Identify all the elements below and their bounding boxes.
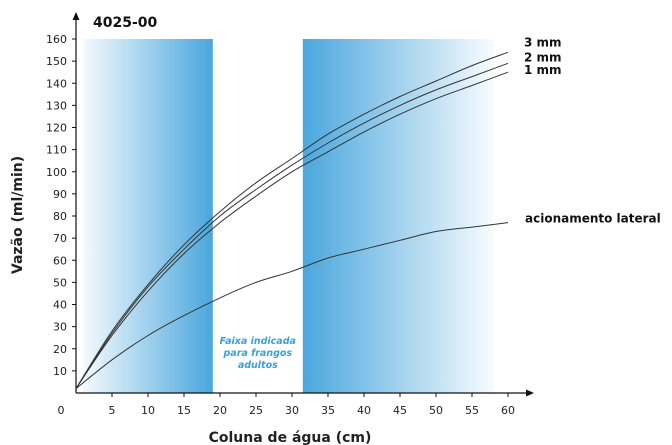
band-note-line: adultos bbox=[238, 360, 278, 371]
x-tick-label: 50 bbox=[429, 404, 443, 417]
series-label-3-mm: 3 mm bbox=[524, 35, 562, 49]
band-note-line: Faixa indicada bbox=[220, 336, 296, 347]
series-line-2-mm bbox=[75, 62, 509, 389]
x-tick-label: 40 bbox=[357, 404, 371, 417]
recommended-band-1 bbox=[83, 39, 213, 393]
x-tick-label: 0 bbox=[58, 404, 65, 417]
x-axis-arrow-icon bbox=[526, 389, 534, 397]
y-tick-label: 50 bbox=[53, 276, 67, 289]
y-tick-label: 80 bbox=[53, 210, 67, 223]
y-tick-label: 110 bbox=[46, 144, 67, 157]
series-lines: 3 mm2 mm1 mm acionamento lateral bbox=[75, 35, 661, 389]
axes: 0 5 10 15 20 25 30 35 40 45 50 55 60 10 20 30 40 50 60 70 80… bbox=[46, 12, 534, 417]
y-axis-arrow-icon bbox=[72, 12, 80, 20]
y-tick-label: 140 bbox=[46, 77, 67, 90]
y-tick-label: 10 bbox=[53, 365, 67, 378]
series-line-3-mm bbox=[75, 51, 509, 389]
y-tick-label: 120 bbox=[46, 122, 67, 135]
labels: 4025-00 Coluna de água (cm) Vazão (ml/mi… bbox=[10, 15, 371, 445]
x-axis-title: Coluna de água (cm) bbox=[209, 430, 372, 445]
x-tick-label: 25 bbox=[249, 404, 263, 417]
series-line-acionamento-lateral bbox=[75, 222, 509, 389]
x-tick-label: 45 bbox=[393, 404, 407, 417]
x-tick-label: 55 bbox=[465, 404, 479, 417]
recommended-band-2 bbox=[302, 39, 494, 393]
x-tick-label: 5 bbox=[109, 404, 116, 417]
x-tick-label: 20 bbox=[213, 404, 227, 417]
y-tick-label: 150 bbox=[46, 55, 67, 68]
y-tick-label: 90 bbox=[53, 188, 67, 201]
series-line-1-mm bbox=[75, 71, 509, 389]
y-tick-label: 130 bbox=[46, 99, 67, 112]
x-tick-label: 30 bbox=[285, 404, 299, 417]
series-label-2-mm: 2 mm bbox=[524, 50, 562, 64]
x-tick-label: 35 bbox=[321, 404, 335, 417]
x-tick-label: 60 bbox=[501, 404, 515, 417]
band-note-line: para frangos bbox=[223, 348, 293, 359]
y-tick-label: 40 bbox=[53, 299, 67, 312]
y-tick-label: 160 bbox=[46, 33, 67, 46]
y-tick-label: 20 bbox=[53, 343, 67, 356]
series-label-acionamento-lateral: acionamento lateral bbox=[525, 212, 661, 226]
y-tick-label: 30 bbox=[53, 321, 67, 334]
y-axis-title: Vazão (ml/min) bbox=[10, 156, 26, 274]
series-label-1-mm: 1 mm bbox=[524, 63, 562, 77]
chart-title: 4025-00 bbox=[93, 15, 158, 31]
y-tick-label: 60 bbox=[53, 254, 67, 267]
y-tick-label: 100 bbox=[46, 166, 67, 179]
x-tick-label: 10 bbox=[141, 404, 155, 417]
x-tick-label: 15 bbox=[177, 404, 191, 417]
y-tick-label: 70 bbox=[53, 232, 67, 245]
